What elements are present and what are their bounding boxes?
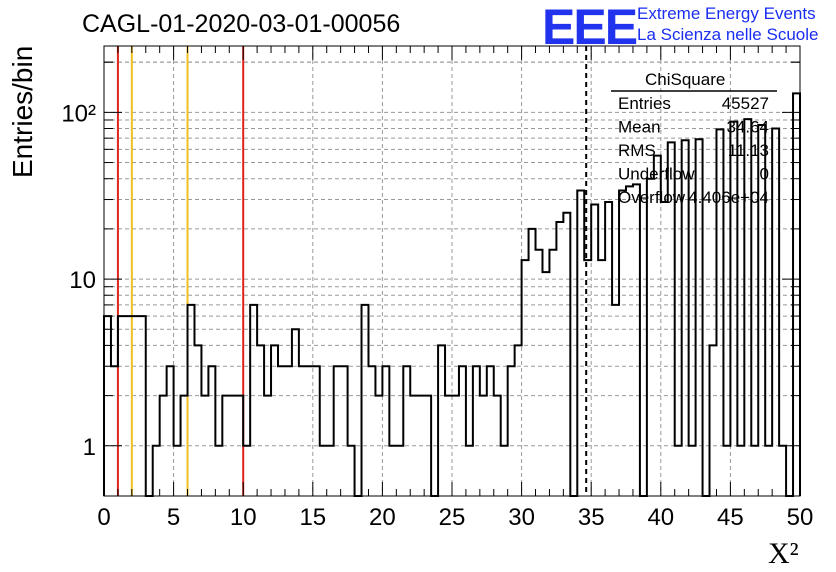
logo-tagline-1: Extreme Energy Events <box>637 4 816 23</box>
y-tick-labels: 1 10 10² <box>61 100 96 460</box>
stats-label: Overflow <box>618 188 686 207</box>
stats-box: ChiSquare Entries 45527 Mean 34.64 RMS 11.13 U… <box>611 70 777 207</box>
logo-tagline-2: La Scienza nelle Scuole <box>637 25 819 44</box>
marker-lines <box>116 46 588 496</box>
axis-ticks <box>103 46 801 496</box>
stats-value: 45527 <box>722 94 769 113</box>
y-axis-label: Entries/bin <box>7 46 38 178</box>
stats-label: Underflow <box>618 165 695 184</box>
stats-label: Entries <box>618 94 671 113</box>
stats-value: 34.64 <box>726 118 769 137</box>
stats-value: 11.13 <box>728 141 769 160</box>
x-tick-label: 0 <box>97 504 110 531</box>
x-tick-label: 5 <box>167 504 180 531</box>
y-tick-label: 10 <box>69 267 96 294</box>
x-tick-label: 10 <box>230 504 257 531</box>
x-tick-label: 15 <box>299 504 326 531</box>
x-tick-labels: 0 5 10 15 20 25 30 35 40 45 50 <box>97 504 813 531</box>
run-title: CAGL-01-2020-03-01-00056 <box>82 10 401 38</box>
x-tick-label: 30 <box>508 504 535 531</box>
y-tick-label: 1 <box>83 434 96 461</box>
stats-title: ChiSquare <box>645 70 725 89</box>
x-tick-label: 40 <box>647 504 674 531</box>
x-tick-label: 50 <box>787 504 814 531</box>
stats-label: Mean <box>618 118 661 137</box>
stats-label: RMS <box>618 141 656 160</box>
x-tick-label: 20 <box>369 504 396 531</box>
x-tick-label: 45 <box>717 504 744 531</box>
x-axis-label: X² <box>768 537 799 570</box>
histogram-step-line <box>103 92 801 497</box>
logo-mark: EEE <box>542 0 638 55</box>
stats-value: 4.406e+04 <box>688 188 769 207</box>
x-tick-label: 25 <box>439 504 466 531</box>
x-tick-label: 35 <box>578 504 605 531</box>
stats-value: 0 <box>760 165 769 184</box>
y-tick-label: 10² <box>61 100 96 127</box>
